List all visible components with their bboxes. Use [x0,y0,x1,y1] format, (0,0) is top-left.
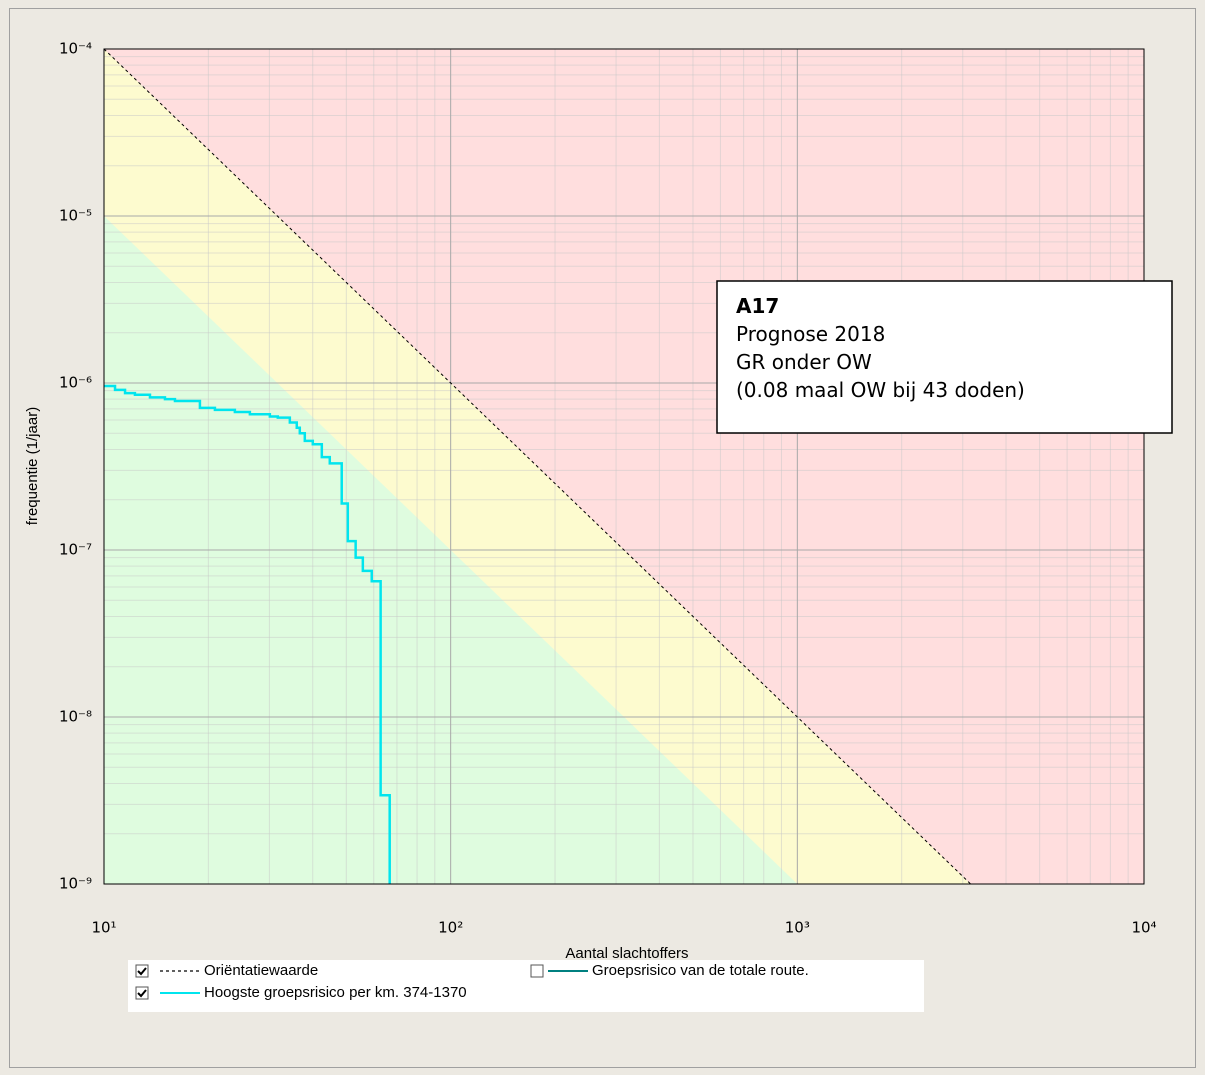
annotation-line: (0.08 maal OW bij 43 doden) [736,378,1025,402]
legend [128,960,924,1012]
legend-checkbox[interactable] [135,964,149,978]
x-tick-label: 10² [438,919,463,937]
legend-checkbox[interactable] [530,964,544,978]
plot-border [103,48,1145,885]
y-tick-label: 10⁻⁷ [59,541,92,559]
legend-check [137,967,147,976]
annotation-box [716,280,1173,434]
legend-label: Hoogste groepsrisico per km. 374-1370 [204,984,467,1001]
series-line [103,48,972,885]
annotation-line: GR onder OW [736,350,872,374]
x-tick-label: 10³ [785,919,810,937]
y-axis-label: frequentie (1/jaar) [24,407,41,525]
x-tick-label: 10¹ [91,919,116,937]
legend-label: Groepsrisico van de totale route. [592,962,809,979]
annotation-title: A17 [736,294,779,318]
legend-check [137,989,147,998]
y-tick-label: 10⁻⁵ [59,207,92,225]
legend-items: Oriëntatiewaarde Hoogste groepsrisico per… [135,962,809,1001]
series-line [104,384,391,884]
x-axis-label: Aantal slachtoffers [565,945,688,962]
legend-checkbox[interactable] [135,986,149,1000]
y-tick-label: 10⁻⁹ [59,875,92,893]
plot-area [103,48,1145,885]
x-tick-label: 10⁴ [1131,919,1156,937]
y-tick-label: 10⁻⁸ [59,708,92,726]
y-tick-label: 10⁻⁴ [59,40,92,58]
annotation-line: Prognose 2018 [736,322,885,346]
legend-label: Oriëntatiewaarde [204,962,318,979]
y-tick-label: 10⁻⁶ [59,374,92,392]
